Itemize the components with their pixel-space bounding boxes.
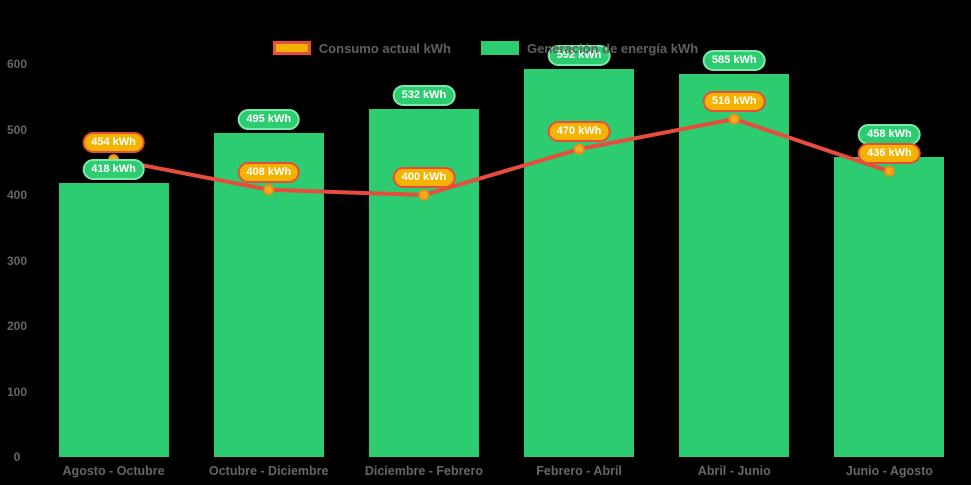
consumption-value-badge: 436 kWh [858, 143, 921, 165]
legend-label-consumo: Consumo actual kWh [318, 40, 451, 56]
consumption-value-badge: 470 kWh [547, 121, 611, 143]
legend-item-generacion[interactable]: Generación de energía kWh [480, 40, 699, 56]
x-category-label: Octubre - Diciembre [209, 464, 329, 478]
consumption-value-badge: 454 kWh [82, 131, 145, 153]
generation-value-badge: 495 kWh [237, 108, 301, 130]
legend-item-consumo[interactable]: Consumo actual kWh [272, 40, 451, 56]
generation-bar[interactable] [679, 73, 790, 457]
x-category-label: Junio - Agosto [845, 464, 933, 478]
chart-legend: Consumo actual kWh Generación de energía… [0, 40, 971, 56]
generation-value-badge: 458 kWh [858, 124, 921, 146]
generation-bar[interactable] [368, 108, 479, 457]
y-tick-label: 600 [6, 57, 28, 71]
y-tick-label: 0 [13, 450, 21, 464]
legend-label-generacion: Generación de energía kWh [526, 40, 699, 56]
consumption-value-badge: 408 kWh [237, 161, 301, 183]
y-tick-label: 100 [6, 384, 28, 399]
generation-value-badge: 418 kWh [82, 159, 145, 181]
generation-swatch-icon [480, 41, 519, 55]
generation-value-badge: 592 kWh [547, 45, 611, 67]
generation-value-badge: 532 kWh [392, 84, 456, 106]
consumption-value-badge: 400 kWh [392, 167, 456, 188]
generation-bar[interactable] [58, 183, 169, 457]
y-tick-label: 500 [6, 122, 28, 137]
x-category-label: Diciembre - Febrero [364, 464, 483, 478]
y-tick-label: 200 [6, 319, 28, 333]
y-tick-label: 400 [6, 188, 28, 202]
generation-bar[interactable] [834, 157, 945, 457]
consumption-value-badge: 516 kWh [702, 91, 766, 113]
y-tick-label: 300 [6, 253, 28, 268]
x-category-label: Agosto - Octubre [62, 464, 165, 478]
consumption-swatch-icon [272, 41, 311, 55]
x-category-label: Febrero - Abril [536, 464, 622, 478]
generation-value-badge: 585 kWh [702, 49, 766, 71]
x-category-label: Abril - Junio [697, 464, 771, 478]
